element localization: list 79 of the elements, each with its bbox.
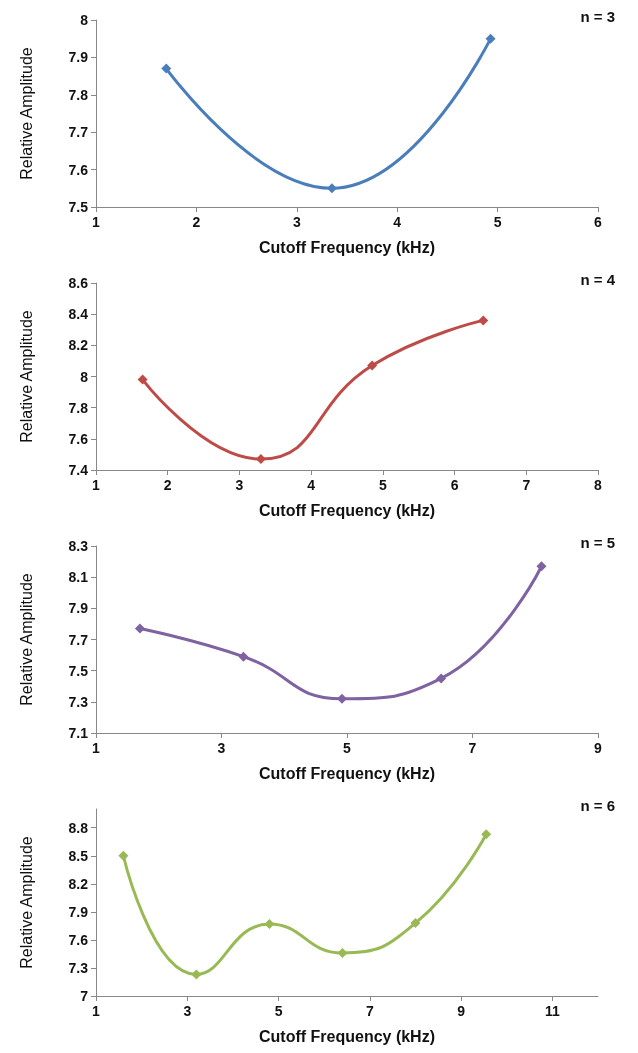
y-tick-label: 7.3 (68, 693, 89, 710)
x-tick-label: 5 (274, 1003, 283, 1019)
point (118, 850, 129, 861)
point (134, 623, 145, 634)
y-tick-label: 8.6 (68, 275, 89, 291)
point (238, 651, 249, 662)
y-tick-label: 7.9 (68, 49, 89, 66)
x-tick-label: 5 (378, 477, 387, 493)
point (536, 561, 547, 572)
x-axis-title: Cutoff Frequency (kHz) (259, 1027, 435, 1045)
y-tick-label: 8.8 (68, 819, 89, 836)
y-axis-title: Relative Amplitude (17, 836, 35, 969)
point (478, 315, 489, 326)
x-tick-label: 11 (544, 1003, 560, 1019)
y-tick-label: 7.7 (68, 631, 89, 648)
y-tick-label: 7.6 (68, 931, 89, 948)
chart-title: n = 6 (580, 797, 616, 814)
y-tick-label: 7.3 (68, 959, 89, 976)
x-tick-label: 6 (594, 214, 603, 230)
chart-title: n = 3 (580, 8, 616, 25)
y-tick-label: 7.8 (68, 86, 89, 103)
x-tick-label: 6 (450, 477, 459, 493)
x-tick-label: 8 (594, 477, 603, 493)
x-tick-label: 1 (92, 214, 101, 230)
point (367, 360, 378, 371)
y-axis-title: Relative Amplitude (17, 47, 35, 180)
point (485, 33, 496, 44)
point (337, 947, 348, 958)
y-tick-label: 8.3 (68, 538, 89, 554)
chart-title: n = 5 (580, 534, 616, 551)
y-tick-label: 7.4 (68, 462, 89, 478)
y-tick-label: 8 (80, 12, 89, 28)
x-tick-label: 1 (92, 1003, 101, 1019)
x-tick-label: 1 (92, 740, 101, 756)
x-tick-label: 5 (493, 214, 502, 230)
y-tick-label: 7.9 (68, 600, 89, 617)
y-axis-title: Relative Amplitude (17, 573, 35, 706)
x-tick-label: 7 (365, 1003, 374, 1019)
y-tick-label: 7.5 (68, 662, 89, 679)
y-tick-label: 7.5 (68, 199, 89, 215)
point (137, 374, 148, 385)
y-tick-label: 8.2 (68, 875, 89, 892)
y-tick-label: 7.1 (68, 725, 89, 741)
x-tick-label: 3 (183, 1003, 192, 1019)
y-tick-label: 7.8 (68, 399, 89, 416)
x-tick-label: 5 (343, 740, 352, 756)
x-axis-title: Cutoff Frequency (kHz) (259, 764, 435, 782)
x-tick-label: 4 (307, 477, 316, 493)
x-tick-label: 2 (192, 214, 201, 230)
y-tick-label: 8.2 (68, 337, 89, 354)
y-tick-label: 7.7 (68, 124, 89, 141)
y-tick-label: 8.5 (68, 847, 89, 864)
x-axis-title: Cutoff Frequency (kHz) (259, 501, 435, 519)
x-axis-title: Cutoff Frequency (kHz) (259, 238, 435, 256)
y-tick-label: 8 (80, 368, 89, 385)
x-tick-label: 9 (457, 1003, 466, 1019)
y-tick-label: 7.6 (68, 430, 89, 447)
x-tick-label: 3 (217, 740, 226, 756)
x-tick-label: 9 (594, 740, 603, 756)
x-tick-label: 3 (292, 214, 301, 230)
y-tick-label: 7 (80, 988, 89, 1004)
point (481, 829, 492, 840)
y-axis-title: Relative Amplitude (17, 310, 35, 443)
x-tick-label: 2 (163, 477, 172, 493)
chart-title: n = 4 (580, 271, 616, 288)
x-tick-label: 4 (393, 214, 402, 230)
point (161, 63, 172, 74)
x-tick-label: 3 (235, 477, 244, 493)
y-tick-label: 8.4 (68, 306, 89, 323)
y-tick-label: 7.6 (68, 161, 89, 178)
point (410, 918, 421, 929)
point (191, 969, 202, 980)
point (264, 919, 275, 930)
x-tick-label: 7 (522, 477, 531, 493)
x-tick-label: 7 (468, 740, 477, 756)
y-tick-label: 8.1 (68, 569, 89, 586)
point (436, 673, 447, 684)
x-tick-label: 1 (92, 477, 101, 493)
y-tick-label: 7.9 (68, 903, 89, 920)
